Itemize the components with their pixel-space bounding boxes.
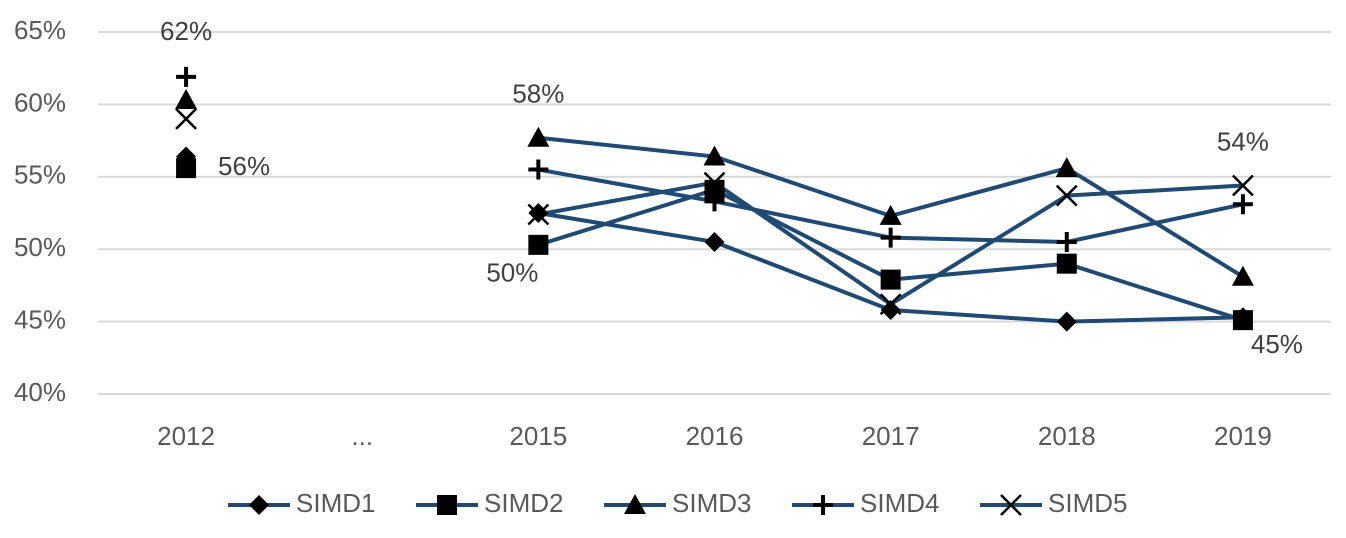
legend-item: SIMD4 xyxy=(792,488,939,518)
data-point xyxy=(528,159,549,180)
data-point xyxy=(1232,310,1253,331)
data-point xyxy=(176,66,197,87)
data-point xyxy=(1232,194,1253,215)
data-label: 45% xyxy=(1251,329,1303,359)
x-tick-label: 2016 xyxy=(686,421,744,451)
data-point xyxy=(880,227,901,248)
data-label: 50% xyxy=(486,258,538,288)
data-point xyxy=(527,126,550,147)
data-label: 58% xyxy=(512,79,564,109)
legend-item: SIMD3 xyxy=(604,488,751,518)
legend-item: SIMD2 xyxy=(416,488,563,518)
legend-item: SIMD1 xyxy=(228,488,375,518)
data-point xyxy=(703,171,726,194)
data-point xyxy=(175,89,198,110)
data-point xyxy=(880,269,901,290)
data-label: 56% xyxy=(218,151,270,181)
legend-marker xyxy=(437,495,457,515)
legend-marker xyxy=(1000,494,1022,516)
x-tick-label: 2018 xyxy=(1038,421,1096,451)
legend-marker xyxy=(813,495,833,515)
data-point xyxy=(704,191,725,212)
legend-marker xyxy=(624,494,646,514)
legend-marker xyxy=(249,495,269,515)
data-point xyxy=(704,179,725,200)
data-point xyxy=(1056,311,1077,332)
legend-label: SIMD4 xyxy=(860,488,939,518)
data-point xyxy=(1055,184,1078,207)
data-point xyxy=(1232,174,1254,197)
legend-label: SIMD5 xyxy=(1048,488,1127,518)
x-tick-label: 2017 xyxy=(862,421,920,451)
data-point xyxy=(176,158,197,179)
data-point xyxy=(704,231,725,252)
data-point xyxy=(528,234,549,255)
data-point xyxy=(1056,253,1077,274)
y-tick-label: 50% xyxy=(14,232,66,262)
data-point xyxy=(1056,231,1077,252)
x-tick-label: 2012 xyxy=(157,421,215,451)
x-tick-label: 2015 xyxy=(509,421,567,451)
y-tick-label: 40% xyxy=(14,377,66,407)
legend-label: SIMD3 xyxy=(672,488,751,518)
x-tick-label: 2019 xyxy=(1214,421,1272,451)
legend-item: SIMD5 xyxy=(980,488,1127,518)
data-point xyxy=(175,107,197,130)
data-point xyxy=(879,293,902,316)
data-point xyxy=(527,203,550,226)
data-point xyxy=(1055,157,1078,178)
data-label: 54% xyxy=(1217,126,1269,156)
legend-label: SIMD1 xyxy=(296,488,375,518)
y-tick-label: 55% xyxy=(14,160,66,190)
x-tick-label: ... xyxy=(351,421,373,451)
legend-label: SIMD2 xyxy=(484,488,563,518)
y-tick-label: 45% xyxy=(14,304,66,334)
y-tick-label: 60% xyxy=(14,87,66,117)
data-point xyxy=(879,204,902,225)
data-point xyxy=(880,300,901,321)
data-point xyxy=(1231,265,1254,286)
data-label: 62% xyxy=(160,16,212,46)
y-tick-label: 65% xyxy=(14,15,66,45)
data-point xyxy=(703,145,726,166)
